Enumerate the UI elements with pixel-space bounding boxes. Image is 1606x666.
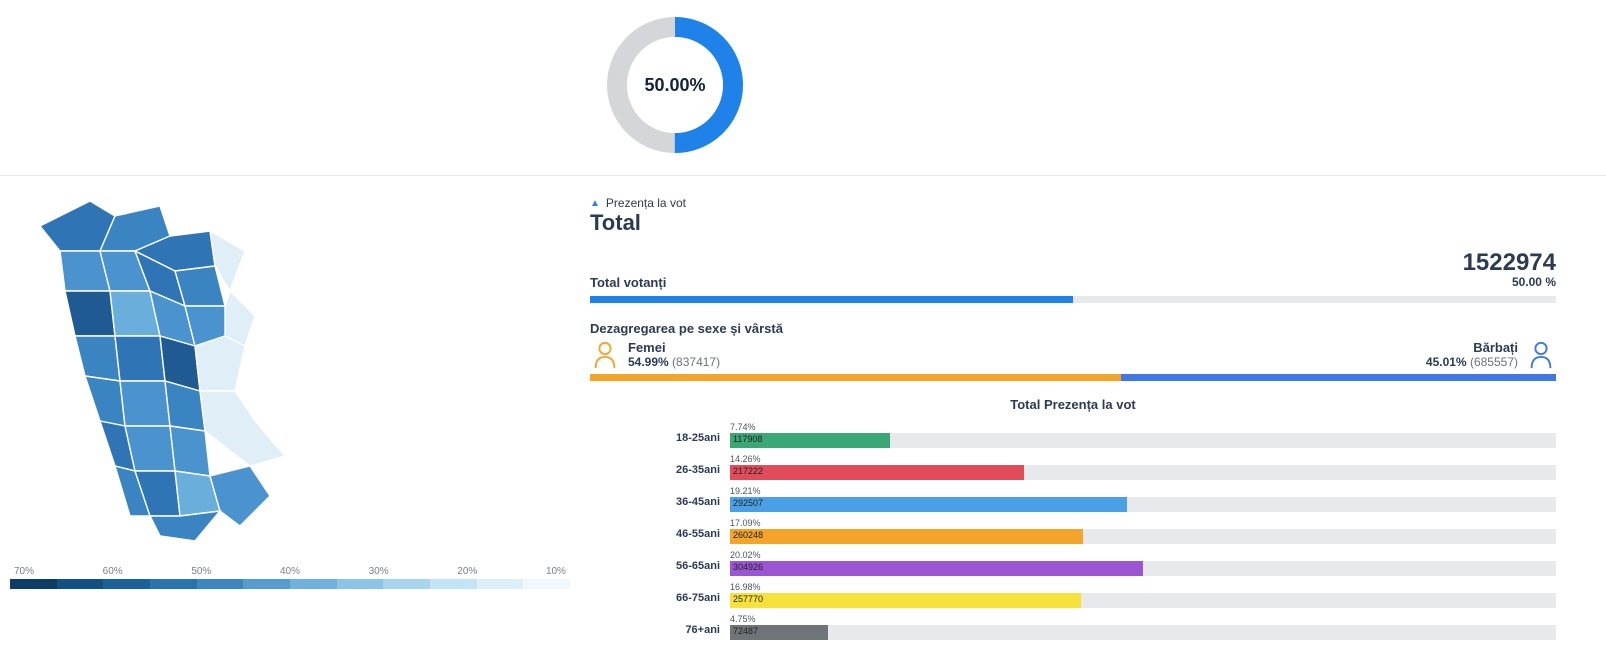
- legend-tick: 60%: [103, 566, 123, 577]
- legend-swatch: [523, 579, 570, 589]
- sex-female-label: Femei: [628, 340, 720, 355]
- age-percent: 4.75%: [730, 614, 1556, 624]
- age-bar-fill: 260248: [730, 529, 1083, 544]
- legend-swatch: [10, 579, 57, 589]
- age-percent: 17.09%: [730, 518, 1556, 528]
- age-bar-track: 72487: [730, 625, 1556, 640]
- age-bar-track: 304926: [730, 561, 1556, 576]
- map-region[interactable]: [120, 381, 170, 426]
- legend-swatch: [103, 579, 150, 589]
- age-bar-fill: 72487: [730, 625, 828, 640]
- age-percent: 14.26%: [730, 454, 1556, 464]
- sex-male-percent: 45.01%: [1426, 355, 1467, 369]
- female-icon: [590, 340, 620, 370]
- age-label: 36-45ani: [660, 496, 720, 508]
- age-bar-track: 257770: [730, 593, 1556, 608]
- male-icon: [1526, 340, 1556, 370]
- turnout-donut: 50.00%: [600, 10, 750, 160]
- legend-tick: 20%: [457, 566, 477, 577]
- map-region[interactable]: [115, 336, 165, 381]
- age-row: 26-35ani14.26%217222: [730, 454, 1556, 480]
- age-bars: 18-25ani 7.74% 117908 26-35ani 14.26% 217222 3…: [590, 422, 1556, 640]
- age-row: 18-25ani7.74%117908: [730, 422, 1556, 448]
- map-region[interactable]: [210, 466, 270, 526]
- legend-swatch: [290, 579, 337, 589]
- age-bar-fill: 257770: [730, 593, 1081, 608]
- map-legend: 70% 60% 50% 40% 30% 20% 10%: [10, 566, 570, 589]
- legend-swatch: [477, 579, 524, 589]
- sex-male-label: Bărbați: [1426, 340, 1518, 355]
- map-region[interactable]: [75, 336, 120, 381]
- sex-bar-female: [590, 374, 1121, 381]
- legend-swatch: [430, 579, 477, 589]
- sex-bar-male: [1121, 374, 1556, 381]
- age-label: 18-25ani: [660, 432, 720, 444]
- age-percent: 19.21%: [730, 486, 1556, 496]
- age-percent: 20.02%: [730, 550, 1556, 560]
- sex-female-block: Femei 54.99% (837417): [590, 340, 720, 370]
- map-region[interactable]: [170, 426, 210, 476]
- legend-tick: 70%: [14, 566, 34, 577]
- sex-male-block: Bărbați 45.01% (685557): [1426, 340, 1556, 370]
- legend-tick: 30%: [369, 566, 389, 577]
- sex-split-bar: [590, 374, 1556, 381]
- age-label: 26-35ani: [660, 464, 720, 476]
- age-percent: 16.98%: [730, 582, 1556, 592]
- sex-section-label: Dezagregarea pe sexe și vârstă: [590, 321, 1556, 336]
- map-region[interactable]: [195, 336, 245, 391]
- age-row: 36-45ani19.21%292507: [730, 486, 1556, 512]
- age-count: 304926: [733, 562, 763, 572]
- up-caret-icon[interactable]: ▲: [590, 198, 600, 209]
- total-voters-bar: [590, 296, 1556, 303]
- sex-female-count: (837417): [672, 355, 720, 369]
- legend-tick: 50%: [191, 566, 211, 577]
- crumb-label: Prezența la vot: [606, 196, 686, 210]
- age-label: 56-65ani: [660, 560, 720, 572]
- total-voters-percent: 50.00 %: [1463, 276, 1556, 289]
- age-section-title: Total Prezența la vot: [590, 397, 1556, 412]
- legend-swatch: [150, 579, 197, 589]
- map-region[interactable]: [85, 376, 125, 426]
- legend-swatch: [243, 579, 290, 589]
- turnout-donut-section: 50.00%: [0, 0, 1606, 176]
- page-title: Total: [590, 210, 1556, 236]
- age-count: 260248: [733, 530, 763, 540]
- age-label: 76+ani: [660, 624, 720, 636]
- legend-swatch: [337, 579, 384, 589]
- age-count: 292507: [733, 498, 763, 508]
- sex-female-percent: 54.99%: [628, 355, 669, 369]
- age-bar-track: 217222: [730, 465, 1556, 480]
- legend-tick: 40%: [280, 566, 300, 577]
- age-count: 72487: [733, 626, 758, 636]
- age-bar-fill: 304926: [730, 561, 1143, 576]
- age-bar-fill: 292507: [730, 497, 1127, 512]
- age-percent: 7.74%: [730, 422, 1556, 432]
- legend-swatch: [197, 579, 244, 589]
- age-count: 217222: [733, 466, 763, 476]
- age-count: 117908: [733, 434, 762, 444]
- age-bar-fill: 217222: [730, 465, 1024, 480]
- age-label: 66-75ani: [660, 592, 720, 604]
- turnout-donut-percent: 50.00%: [600, 10, 750, 160]
- age-bar-track: 117908: [730, 433, 1556, 448]
- age-label: 46-55ani: [660, 528, 720, 540]
- age-row: 46-55ani17.09%260248: [730, 518, 1556, 544]
- total-voters-value: 1522974: [1463, 250, 1556, 276]
- legend-tick: 10%: [546, 566, 566, 577]
- legend-swatch: [57, 579, 104, 589]
- age-count: 257770: [733, 594, 763, 604]
- age-bar-track: 260248: [730, 529, 1556, 544]
- age-row: 76+ani4.75%72487: [730, 614, 1556, 640]
- map-region[interactable]: [200, 391, 285, 466]
- age-bar-fill: 117908: [730, 433, 890, 448]
- sex-male-count: (685557): [1470, 355, 1518, 369]
- total-voters-label: Total votanți: [590, 275, 666, 290]
- age-bar-track: 292507: [730, 497, 1556, 512]
- map-region[interactable]: [150, 511, 220, 541]
- map-region[interactable]: [65, 291, 115, 336]
- turnout-map[interactable]: [10, 196, 570, 556]
- legend-swatch: [383, 579, 430, 589]
- age-row: 56-65ani20.02%304926: [730, 550, 1556, 576]
- age-row: 66-75ani16.98%257770: [730, 582, 1556, 608]
